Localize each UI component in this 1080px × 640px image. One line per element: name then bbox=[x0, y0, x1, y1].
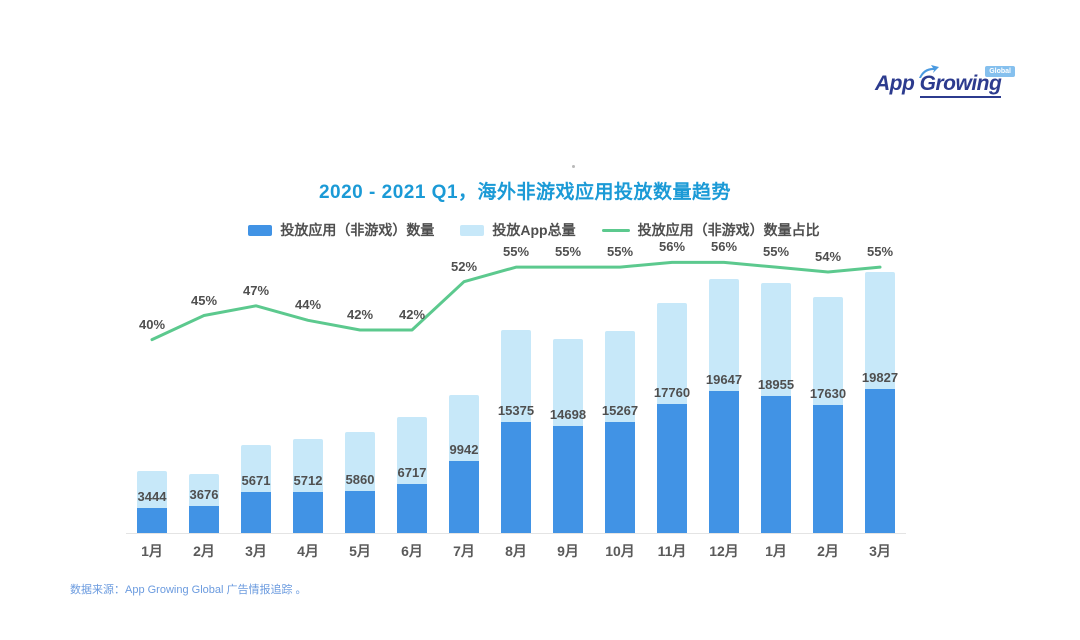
bar-column: 15375 bbox=[490, 243, 542, 533]
legend-swatch-total bbox=[460, 224, 485, 236]
pct-label: 55% bbox=[866, 244, 894, 260]
logo-swoosh-icon bbox=[919, 65, 939, 78]
bar-value-label: 5671 bbox=[241, 472, 271, 488]
pct-label: 42% bbox=[398, 307, 426, 322]
month-label: 2月 bbox=[193, 543, 215, 559]
bar-value-label: 6717 bbox=[397, 465, 427, 481]
bar-value-label: 19827 bbox=[861, 370, 899, 386]
bar-column: 19647 bbox=[698, 243, 750, 533]
footer-note: 数据来源：App Growing Global 广告情报追踪 。 bbox=[70, 584, 307, 596]
legend-label-total: 投放App总量 bbox=[492, 222, 576, 238]
legend-item-nongame: 投放应用（非游戏）数量 bbox=[248, 220, 434, 240]
month-label: 2月 bbox=[817, 543, 839, 559]
bar-value-label: 14698 bbox=[549, 407, 587, 423]
bar-nongame-apps bbox=[449, 460, 479, 533]
pct-label: 55% bbox=[554, 244, 582, 260]
month-label: 8月 bbox=[505, 543, 527, 559]
x-axis-labels: 1月 2月 3月 4月 5月 6月 7月 8月 9月 10月 11月 12月 1月 2月 3月 bbox=[126, 541, 906, 561]
bar-column: 6717 bbox=[386, 243, 438, 533]
bar-nongame-apps bbox=[189, 506, 219, 533]
artifact-dot bbox=[572, 165, 575, 168]
bar-column: 18955 bbox=[750, 243, 802, 533]
pct-label: 42% bbox=[346, 307, 374, 322]
bar-column: 19827 bbox=[854, 243, 906, 533]
pct-label: 56% bbox=[658, 239, 686, 255]
bar-nongame-apps bbox=[657, 404, 687, 533]
pct-label: 55% bbox=[502, 244, 530, 260]
bar-column: 17760 bbox=[646, 243, 698, 533]
month-label: 12月 bbox=[709, 543, 739, 559]
month-label: 5月 bbox=[349, 543, 371, 559]
pct-label: 55% bbox=[762, 244, 790, 260]
bar-column: 5671 bbox=[230, 243, 282, 533]
bar-value-label: 17760 bbox=[653, 385, 691, 401]
bar-value-label: 15267 bbox=[601, 403, 639, 419]
bar-nongame-apps bbox=[605, 422, 635, 533]
bar-column: 3444 bbox=[126, 243, 178, 533]
bar-value-label: 5860 bbox=[345, 471, 375, 487]
month-label: 1月 bbox=[765, 543, 787, 559]
pct-label: 52% bbox=[450, 258, 478, 274]
pct-label: 54% bbox=[814, 249, 842, 264]
legend-swatch-nongame bbox=[248, 224, 273, 236]
bar-nongame-apps bbox=[241, 491, 271, 533]
x-axis-line bbox=[126, 533, 906, 534]
bar-column: 3676 bbox=[178, 243, 230, 533]
legend: 投放应用（非游戏）数量 投放App总量 投放应用（非游戏）数量占比 bbox=[0, 220, 1068, 240]
bar-column: 9942 bbox=[438, 243, 490, 533]
logo-badge: Global bbox=[985, 66, 1015, 77]
bar-nongame-apps bbox=[761, 395, 791, 533]
bar-column: 14698 bbox=[542, 243, 594, 533]
plot-area: 3444 3676 5671 5712 5860 6717 9942 15375 14698 15… bbox=[126, 239, 906, 533]
logo-text: App Growing bbox=[875, 72, 1005, 98]
legend-item-total: 投放App总量 bbox=[460, 220, 576, 240]
bar-nongame-apps bbox=[865, 389, 895, 533]
pct-label: 47% bbox=[242, 282, 270, 298]
bar-value-label: 15375 bbox=[497, 402, 535, 418]
month-label: 3月 bbox=[245, 543, 267, 559]
bar-column: 17630 bbox=[802, 243, 854, 533]
month-label: 4月 bbox=[297, 543, 319, 559]
bar-column: 5712 bbox=[282, 243, 334, 533]
month-label: 6月 bbox=[401, 543, 423, 559]
bar-nongame-apps bbox=[501, 421, 531, 533]
legend-label-nongame: 投放应用（非游戏）数量 bbox=[280, 222, 435, 238]
month-label: 9月 bbox=[557, 543, 579, 559]
bar-nongame-apps bbox=[137, 508, 167, 533]
bar-value-label: 5712 bbox=[293, 472, 323, 488]
bar-value-label: 18955 bbox=[757, 376, 795, 392]
bar-nongame-apps bbox=[397, 484, 427, 533]
bar-value-label: 9942 bbox=[449, 441, 479, 457]
month-label: 1月 bbox=[141, 543, 163, 559]
legend-label-ratio: 投放应用（非游戏）数量占比 bbox=[637, 222, 820, 238]
page-title: 2020 - 2021 Q1，海外非游戏应用投放数量趋势 bbox=[318, 182, 732, 203]
legend-swatch-ratio-line bbox=[601, 228, 630, 232]
bar-nongame-apps bbox=[813, 405, 843, 533]
bar-nongame-apps bbox=[293, 491, 323, 533]
bar-value-label: 17630 bbox=[809, 386, 847, 402]
bar-value-label: 19647 bbox=[705, 371, 743, 387]
bar-column: 5860 bbox=[334, 243, 386, 533]
month-label: 11月 bbox=[657, 543, 687, 559]
pct-label: 44% bbox=[294, 297, 322, 313]
logo-text-growing: Growing bbox=[919, 72, 1002, 98]
bar-value-label: 3676 bbox=[189, 487, 219, 503]
logo-text-app: App bbox=[875, 72, 915, 95]
bar-column: 15267 bbox=[594, 243, 646, 533]
legend-item-ratio: 投放应用（非游戏）数量占比 bbox=[601, 220, 820, 240]
bar-nongame-apps bbox=[709, 390, 739, 533]
bar-nongame-apps bbox=[345, 490, 375, 533]
bar-value-label: 3444 bbox=[137, 489, 167, 505]
month-label: 3月 bbox=[869, 543, 891, 559]
pct-label: 55% bbox=[606, 244, 634, 260]
app-growing-logo: App Growing Global bbox=[875, 65, 1015, 108]
pct-label: 45% bbox=[190, 292, 218, 308]
bar-nongame-apps bbox=[553, 426, 583, 533]
month-label: 7月 bbox=[453, 543, 475, 559]
pct-label: 40% bbox=[138, 316, 166, 332]
pct-label: 56% bbox=[710, 239, 738, 255]
month-label: 10月 bbox=[605, 543, 635, 559]
